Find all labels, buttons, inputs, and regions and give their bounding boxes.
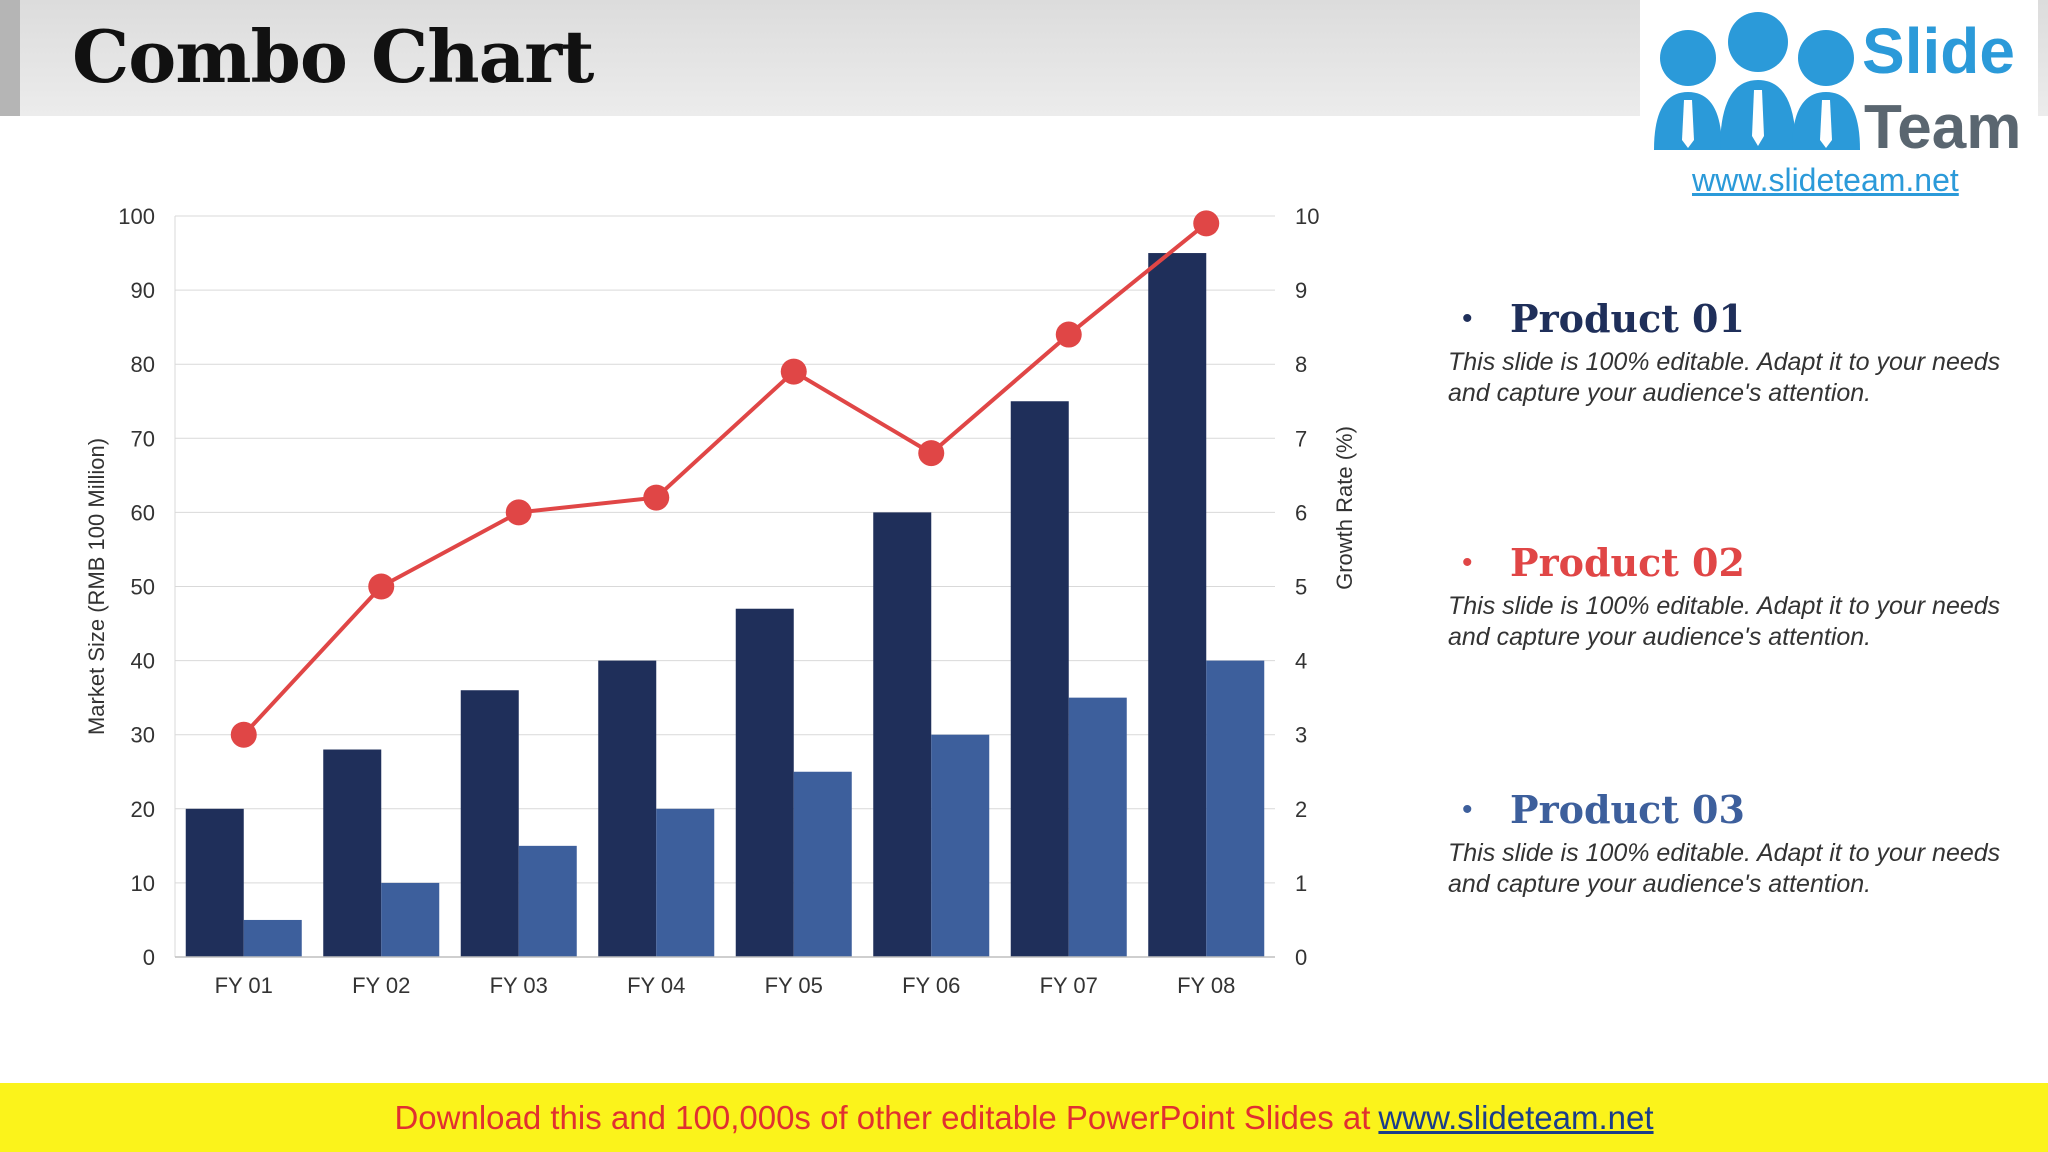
- y-tick-label: 100: [118, 204, 155, 229]
- y2-tick-label: 0: [1295, 945, 1307, 970]
- x-tick-label: FY 01: [215, 973, 273, 998]
- title-accent: [0, 0, 20, 116]
- bullet-icon: •: [1462, 301, 1473, 335]
- legend-item-product-02: • Product 02 This slide is 100% editable…: [1448, 540, 2008, 653]
- bar: [460, 690, 519, 957]
- legend-item-product-03: • Product 03 This slide is 100% editable…: [1448, 787, 2008, 900]
- combo-chart: 0 10 20 30 40 50 60 70 80 90 100 0 1 2 3 4 5 6 7 8 9 10 Market…: [84, 204, 1357, 998]
- legend-description: This slide is 100% editable. Adapt it to…: [1448, 839, 2001, 898]
- line-point: [918, 440, 945, 467]
- chart-bars: [185, 253, 1265, 958]
- line-point: [643, 484, 670, 511]
- x-tick-label: FY 02: [352, 973, 410, 998]
- legend-item-product-01: • Product 01 This slide is 100% editable…: [1448, 296, 2008, 409]
- y2-tick-label: 6: [1295, 500, 1307, 525]
- logo-team-text: Team: [1864, 93, 2022, 162]
- page-title: Combo Chart: [72, 14, 594, 99]
- bar: [1010, 401, 1069, 957]
- bar: [873, 512, 932, 957]
- line-point: [1193, 210, 1220, 237]
- bar: [243, 919, 302, 957]
- y2-axis-title: Growth Rate (%): [1332, 426, 1357, 590]
- bar: [598, 660, 657, 957]
- legend-name: Product 03: [1510, 787, 1745, 832]
- footer-link[interactable]: www.slideteam.net: [1378, 1098, 1654, 1136]
- y2-tick-label: 5: [1295, 575, 1307, 600]
- line-point: [780, 358, 807, 385]
- bar: [381, 882, 440, 957]
- y2-tick-label: 4: [1295, 649, 1307, 674]
- y2-tick-label: 7: [1295, 426, 1307, 451]
- legend-description: This slide is 100% editable. Adapt it to…: [1448, 592, 2001, 651]
- y-axis-title: Market Size (RMB 100 Million): [84, 438, 109, 735]
- bullet-icon: •: [1462, 792, 1473, 826]
- y2-tick-label: 2: [1295, 797, 1307, 822]
- y2-tick-label: 10: [1295, 204, 1319, 229]
- y-tick-label: 80: [131, 352, 155, 377]
- bar: [1148, 253, 1207, 958]
- bar: [185, 808, 244, 957]
- y-tick-label: 50: [131, 575, 155, 600]
- x-tick-label: FY 04: [627, 973, 685, 998]
- line-point: [230, 721, 257, 748]
- x-tick-label: FY 07: [1040, 973, 1098, 998]
- chart-line-series: [230, 210, 1220, 748]
- bullet-icon: •: [1462, 545, 1473, 579]
- bar: [735, 608, 794, 957]
- line-point: [1055, 321, 1082, 348]
- x-tick-label: FY 03: [490, 973, 548, 998]
- people-logo-icon: [1654, 12, 1860, 150]
- y-tick-label: 60: [131, 500, 155, 525]
- y-tick-label: 20: [131, 797, 155, 822]
- bar: [518, 845, 577, 957]
- y-tick-label: 30: [131, 723, 155, 748]
- logo-url-link[interactable]: www.slideteam.net: [1692, 162, 1959, 198]
- bar: [931, 734, 990, 957]
- legend-name: Product 02: [1510, 540, 1745, 585]
- bar: [656, 808, 715, 957]
- footer-text: Download this and 100,000s of other edit…: [394, 1098, 1371, 1136]
- chart-gridlines: [174, 215, 1275, 958]
- bar: [793, 771, 852, 957]
- footer-banner: Download this and 100,000s of other edit…: [0, 1083, 2048, 1152]
- y2-tick-label: 9: [1295, 278, 1307, 303]
- y-tick-label: 0: [143, 945, 155, 970]
- line-point: [368, 573, 395, 600]
- bar: [1068, 697, 1127, 957]
- slideteam-logo[interactable]: Slide Team www.slideteam.net: [1640, 0, 2038, 198]
- y2-tick-label: 3: [1295, 723, 1307, 748]
- bar: [323, 749, 382, 957]
- x-tick-label: FY 06: [902, 973, 960, 998]
- y-tick-label: 10: [131, 871, 155, 896]
- x-tick-label: FY 05: [765, 973, 823, 998]
- y2-tick-label: 8: [1295, 352, 1307, 377]
- y-tick-label: 90: [131, 278, 155, 303]
- y-tick-label: 40: [131, 649, 155, 674]
- y-tick-label: 70: [131, 426, 155, 451]
- legend-name: Product 01: [1510, 296, 1745, 341]
- legend-description: This slide is 100% editable. Adapt it to…: [1448, 348, 2001, 407]
- logo-slide-text: Slide: [1862, 15, 2015, 87]
- bar: [1206, 660, 1265, 957]
- y2-tick-label: 1: [1295, 871, 1307, 896]
- x-tick-label: FY 08: [1177, 973, 1235, 998]
- chart-axes: 0 10 20 30 40 50 60 70 80 90 100 0 1 2 3 4 5 6 7 8 9 10 Market…: [84, 204, 1357, 998]
- line-point: [505, 499, 532, 526]
- growth-rate-line: [242, 221, 1208, 737]
